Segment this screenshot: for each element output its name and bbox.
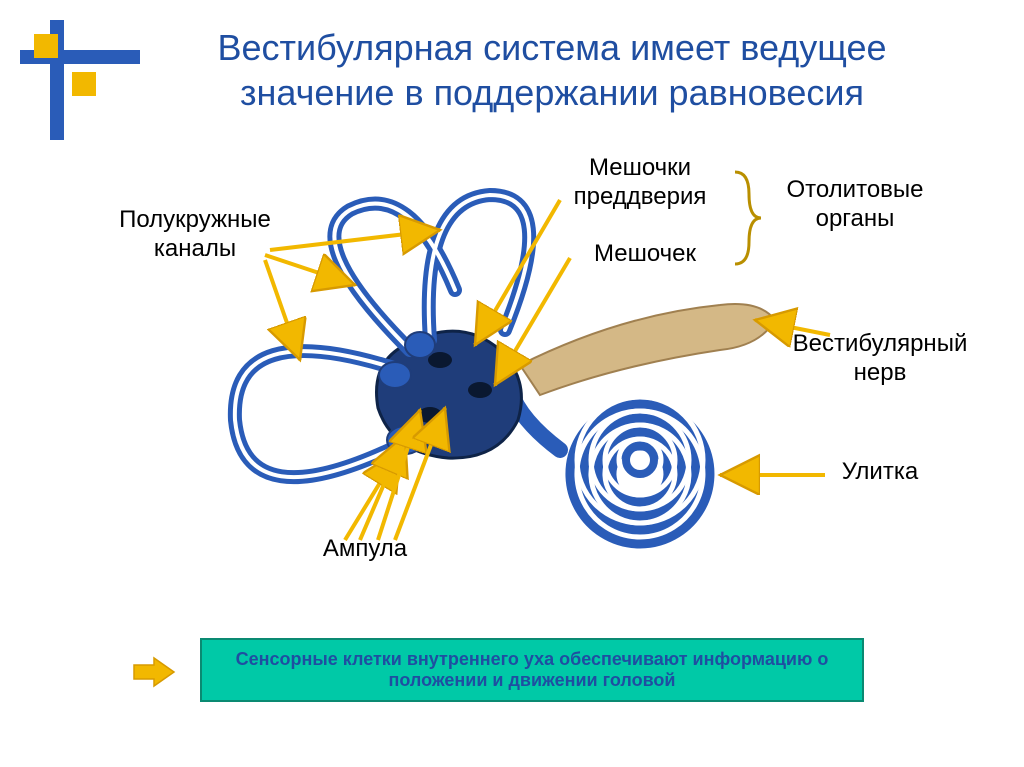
label-ampulla: Ампула bbox=[290, 535, 440, 564]
label-semicircular-canals: Полукружныеканалы bbox=[95, 206, 295, 264]
vestibular-diagram: Полукружныеканалы Мешочкипреддверия Мешо… bbox=[0, 140, 1024, 620]
label-cochlea: Улитка bbox=[820, 458, 940, 487]
corner-motif bbox=[0, 0, 140, 140]
nerve-shape bbox=[520, 304, 775, 395]
summary-banner-text: Сенсорные клетки внутреннего уха обеспеч… bbox=[202, 649, 862, 691]
summary-banner: Сенсорные клетки внутреннего уха обеспеч… bbox=[200, 638, 864, 702]
label-vestibule-sacs: Мешочкипреддверия bbox=[555, 154, 725, 212]
label-otolith-organs: Отолитовыеорганы bbox=[770, 176, 940, 234]
page-title: Вестибулярная система имеет ведущее знач… bbox=[140, 25, 964, 115]
bullet-arrow-icon bbox=[130, 655, 180, 689]
label-saccule: Мешочек bbox=[575, 240, 715, 269]
otolith-brace bbox=[735, 172, 761, 264]
label-vestibular-nerve: Вестибулярныйнерв bbox=[770, 330, 990, 388]
